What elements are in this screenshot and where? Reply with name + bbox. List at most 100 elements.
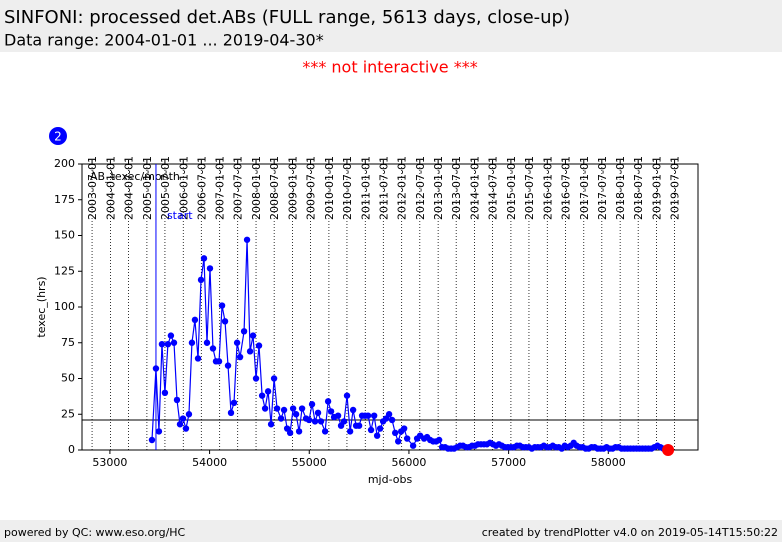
date-tick-label: 2006-07-01	[195, 156, 208, 220]
plot-frame	[81, 163, 699, 451]
date-tick-label: 2009-01-01	[287, 156, 300, 220]
data-point	[270, 375, 278, 382]
data-point	[221, 318, 229, 325]
data-point	[662, 444, 675, 456]
start-label: start	[167, 209, 193, 222]
data-point	[435, 436, 443, 444]
date-tick-label: 2008-07-01	[268, 156, 281, 220]
data-point	[317, 418, 325, 425]
data-point	[194, 355, 202, 362]
y-tick-label: 125	[54, 264, 75, 277]
data-point	[321, 428, 329, 435]
footer-band	[0, 520, 782, 542]
y-tick-label: 75	[61, 336, 75, 349]
data-point	[246, 348, 254, 355]
date-tick-label: 2004-07-01	[123, 156, 136, 220]
data-point	[203, 339, 211, 346]
date-tick-label: 2014-07-01	[487, 156, 500, 220]
data-point	[164, 340, 172, 348]
data-point	[324, 398, 332, 405]
date-tick-label: 2007-07-01	[232, 156, 245, 220]
y-tick-label: 150	[54, 229, 75, 242]
header-band	[0, 0, 782, 52]
data-point	[295, 428, 303, 435]
date-tick-label: 2018-01-01	[614, 156, 627, 220]
data-point	[314, 409, 322, 417]
y-tick-label: 200	[54, 157, 75, 170]
x-tick-label: 56000	[391, 456, 426, 469]
date-tick-label: 2007-01-01	[214, 156, 227, 220]
data-point	[267, 421, 275, 428]
date-tick-label: 2018-07-01	[632, 156, 645, 220]
data-point	[255, 342, 263, 349]
data-point	[400, 425, 408, 432]
date-tick-label: 2017-01-01	[578, 156, 591, 220]
data-point	[249, 332, 257, 339]
data-point	[277, 415, 285, 422]
date-tick-label: 2005-01-01	[141, 156, 154, 220]
data-point	[161, 389, 169, 396]
y-tick-label: 50	[61, 372, 75, 385]
footer-right: created by trendPlotter v4.0 on 2019-05-…	[482, 526, 778, 539]
data-point	[286, 429, 294, 437]
date-tick-label: 2012-01-01	[396, 156, 409, 220]
x-tick-label: 54000	[192, 456, 227, 469]
data-point	[343, 392, 351, 399]
notice: *** not interactive ***	[302, 58, 477, 77]
x-tick-label: 57000	[491, 456, 526, 469]
data-point	[158, 340, 166, 348]
data-point	[258, 392, 266, 399]
data-point	[206, 265, 214, 272]
data-point	[182, 425, 190, 432]
data-point	[280, 406, 288, 414]
data-point	[385, 411, 393, 418]
data-point	[148, 436, 156, 444]
data-point	[349, 406, 357, 414]
date-tick-label: 2016-01-01	[541, 156, 554, 220]
data-point	[264, 388, 272, 395]
data-point	[355, 422, 363, 429]
date-tick-label: 2010-07-01	[341, 156, 354, 220]
data-point	[311, 418, 319, 425]
data-point	[308, 401, 316, 408]
x-tick-label: 58000	[591, 456, 626, 469]
data-point	[188, 339, 196, 346]
data-point	[197, 276, 205, 284]
x-axis-label: mjd-obs	[368, 473, 413, 486]
data-point	[185, 411, 193, 418]
subtitle: Data range: 2004-01-01 ... 2019-04-30*	[4, 31, 324, 50]
data-point	[394, 438, 402, 445]
badge	[49, 127, 67, 145]
date-tick-label: 2017-07-01	[596, 156, 609, 220]
date-tick-label: 2008-01-01	[250, 156, 263, 220]
data-point	[409, 442, 417, 449]
date-tick-label: 2011-07-01	[377, 156, 390, 220]
date-tick-label: 2006-01-01	[177, 156, 190, 220]
data-point	[305, 416, 313, 424]
data-point	[370, 412, 378, 419]
y-tick-label: 0	[68, 443, 75, 456]
date-tick-label: 2005-07-01	[159, 156, 172, 220]
data-point	[298, 405, 306, 412]
y-axis-label: texec_(hrs)	[35, 276, 48, 337]
data-point	[209, 345, 217, 352]
panel-label: AB_texec/month	[90, 170, 180, 183]
series-line	[151, 239, 667, 450]
data-point	[364, 412, 372, 419]
data-point	[176, 421, 184, 428]
date-tick-label: 2011-01-01	[359, 156, 372, 220]
data-point	[273, 405, 281, 412]
data-point	[252, 375, 260, 382]
date-tick-label: 2019-07-01	[669, 156, 682, 220]
data-point	[327, 408, 335, 415]
data-point	[373, 432, 381, 439]
date-tick-label: 2016-07-01	[559, 156, 572, 220]
date-tick-label: 2013-07-01	[450, 156, 463, 220]
footer-left: powered by QC: www.eso.org/HC	[4, 526, 186, 539]
data-point	[334, 412, 342, 419]
data-point	[289, 405, 297, 412]
data-point	[367, 426, 375, 434]
y-tick-label: 175	[54, 193, 75, 206]
data-point	[215, 358, 223, 365]
